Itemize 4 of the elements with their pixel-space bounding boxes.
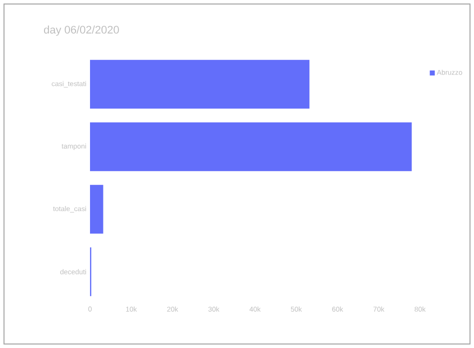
bar <box>90 60 310 109</box>
chart-title: day 06/02/2020 <box>44 26 119 36</box>
bar <box>90 184 104 234</box>
bar <box>90 122 412 172</box>
